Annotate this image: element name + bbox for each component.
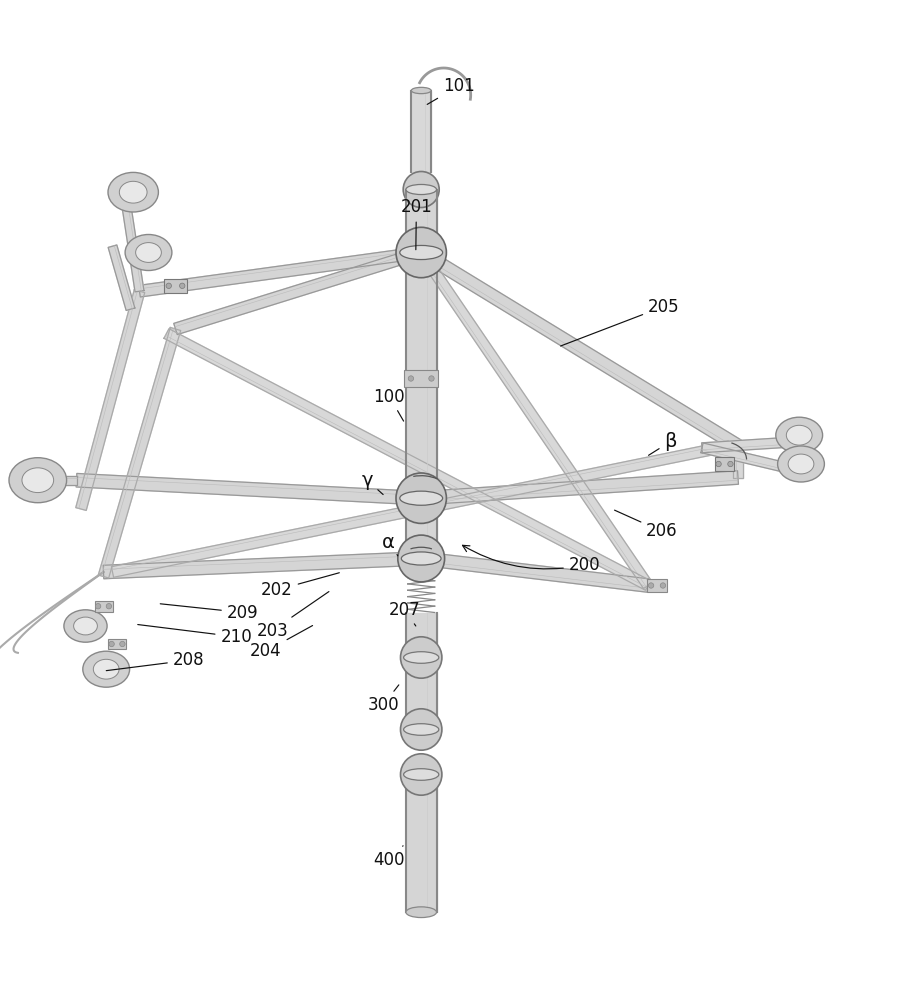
Ellipse shape bbox=[403, 652, 439, 663]
Polygon shape bbox=[43, 476, 76, 485]
Bar bbox=[404, 370, 438, 387]
Polygon shape bbox=[420, 552, 649, 592]
Circle shape bbox=[400, 754, 442, 795]
Circle shape bbox=[428, 376, 434, 381]
Circle shape bbox=[106, 604, 112, 609]
Text: 209: 209 bbox=[160, 603, 258, 621]
Ellipse shape bbox=[403, 769, 439, 780]
Polygon shape bbox=[104, 552, 421, 579]
Text: 200: 200 bbox=[463, 545, 600, 574]
Circle shape bbox=[109, 641, 114, 647]
Text: γ: γ bbox=[362, 471, 383, 495]
Ellipse shape bbox=[787, 425, 812, 445]
Ellipse shape bbox=[788, 454, 814, 474]
Ellipse shape bbox=[406, 184, 436, 195]
Polygon shape bbox=[418, 247, 742, 452]
Circle shape bbox=[409, 376, 414, 381]
Ellipse shape bbox=[125, 234, 172, 270]
Text: 202: 202 bbox=[261, 573, 339, 599]
Bar bbox=[715, 457, 734, 471]
Ellipse shape bbox=[411, 87, 431, 94]
Text: 207: 207 bbox=[389, 601, 420, 626]
Ellipse shape bbox=[778, 446, 824, 482]
Ellipse shape bbox=[406, 907, 436, 918]
Ellipse shape bbox=[136, 243, 161, 262]
Ellipse shape bbox=[400, 491, 443, 505]
Polygon shape bbox=[406, 774, 436, 912]
Polygon shape bbox=[164, 329, 651, 590]
Text: 100: 100 bbox=[374, 387, 405, 421]
Polygon shape bbox=[108, 245, 135, 310]
Ellipse shape bbox=[401, 552, 441, 565]
Text: 210: 210 bbox=[138, 625, 252, 646]
Bar bbox=[108, 639, 126, 649]
Polygon shape bbox=[98, 327, 181, 578]
Circle shape bbox=[398, 535, 445, 582]
Ellipse shape bbox=[120, 181, 147, 203]
Polygon shape bbox=[702, 437, 801, 453]
Circle shape bbox=[396, 227, 446, 278]
Bar bbox=[164, 279, 187, 293]
Ellipse shape bbox=[83, 651, 130, 687]
Circle shape bbox=[95, 604, 101, 609]
Circle shape bbox=[648, 583, 653, 588]
Text: 204: 204 bbox=[250, 626, 312, 660]
Circle shape bbox=[180, 283, 185, 288]
Circle shape bbox=[120, 641, 125, 647]
Circle shape bbox=[716, 461, 721, 467]
Text: 300: 300 bbox=[367, 685, 399, 714]
Text: 101: 101 bbox=[428, 77, 474, 104]
Polygon shape bbox=[701, 443, 802, 476]
Ellipse shape bbox=[74, 617, 97, 635]
Text: 206: 206 bbox=[615, 510, 678, 540]
Polygon shape bbox=[417, 249, 652, 589]
Bar bbox=[94, 601, 112, 612]
Circle shape bbox=[400, 637, 442, 678]
Circle shape bbox=[166, 283, 171, 288]
Text: 205: 205 bbox=[561, 298, 680, 346]
Polygon shape bbox=[174, 247, 423, 335]
Text: α: α bbox=[382, 533, 398, 556]
Polygon shape bbox=[76, 473, 421, 505]
Polygon shape bbox=[406, 662, 436, 730]
Polygon shape bbox=[122, 202, 144, 292]
Ellipse shape bbox=[776, 417, 823, 453]
Ellipse shape bbox=[9, 458, 67, 503]
Polygon shape bbox=[411, 91, 431, 172]
Bar bbox=[647, 579, 667, 592]
Circle shape bbox=[396, 473, 446, 523]
Text: 208: 208 bbox=[106, 651, 204, 671]
Circle shape bbox=[728, 461, 733, 467]
Ellipse shape bbox=[64, 610, 107, 642]
Text: β: β bbox=[649, 432, 677, 455]
Ellipse shape bbox=[94, 659, 119, 679]
Text: 201: 201 bbox=[400, 198, 432, 250]
Circle shape bbox=[403, 172, 439, 208]
Polygon shape bbox=[421, 471, 738, 505]
Polygon shape bbox=[76, 290, 145, 510]
Polygon shape bbox=[139, 247, 422, 297]
Polygon shape bbox=[112, 441, 730, 577]
Polygon shape bbox=[406, 190, 436, 563]
Circle shape bbox=[661, 583, 666, 588]
Ellipse shape bbox=[403, 724, 439, 735]
Ellipse shape bbox=[108, 172, 158, 212]
Polygon shape bbox=[406, 612, 436, 662]
Ellipse shape bbox=[22, 468, 54, 493]
Text: 400: 400 bbox=[374, 846, 405, 869]
Polygon shape bbox=[733, 446, 742, 478]
Text: 203: 203 bbox=[256, 592, 328, 640]
Ellipse shape bbox=[400, 245, 443, 260]
Circle shape bbox=[400, 709, 442, 750]
